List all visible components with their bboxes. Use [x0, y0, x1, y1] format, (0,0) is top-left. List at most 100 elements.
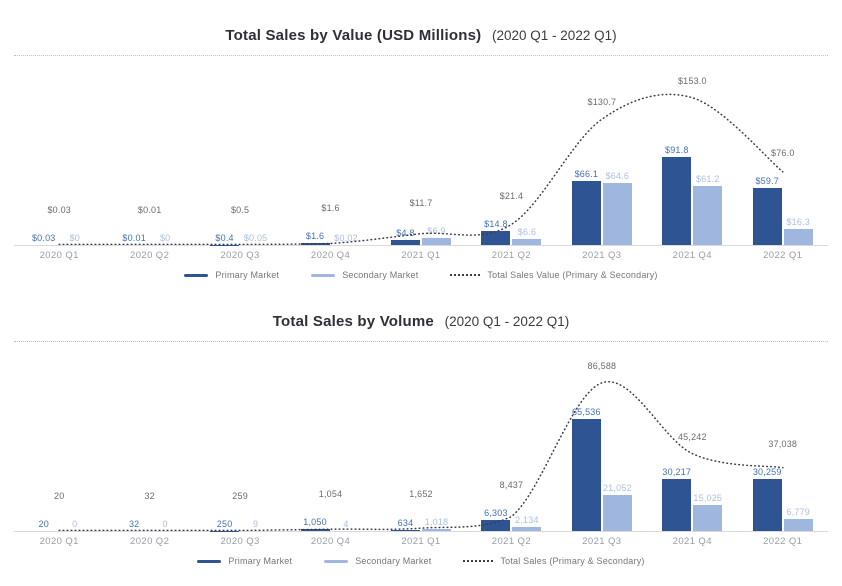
x-axis-label: 2020 Q4: [310, 250, 351, 261]
x-axis-label: 2021 Q3: [582, 250, 622, 261]
total-value-label: $11.7: [409, 198, 433, 209]
x-axis-label: 2020 Q4: [310, 536, 351, 547]
bar-group: 30,259 6,779: [738, 342, 828, 531]
value-chart-x-axis: 2020 Q1 2020 Q2 2020 Q3 2020 Q4 2021 Q1 2021 …: [14, 250, 828, 261]
total-value-label: 259: [232, 490, 248, 501]
primary-market-bar: $1.6: [300, 231, 330, 245]
x-axis-label: 2020 Q2: [130, 250, 170, 261]
primary-market-bar: 634: [390, 518, 420, 531]
primary-market-bar: $4.8: [390, 228, 420, 245]
primary-market-value-label: 250: [216, 518, 233, 529]
dotted-line-swatch: [450, 274, 481, 276]
secondary-market-value-label: 0: [162, 519, 168, 529]
total-value-label: 8,437: [499, 480, 524, 491]
primary-market-bar: $14.8: [481, 219, 511, 245]
x-axis-label: 2020 Q3: [220, 250, 260, 261]
primary-market-value-label: 6,303: [484, 508, 508, 519]
x-axis-label: 2021 Q3: [582, 536, 622, 547]
bar-group: $4.8 $6.9: [376, 56, 466, 245]
legend-item: Secondary Market: [311, 270, 418, 280]
primary-market-bar: $66.1: [571, 169, 601, 245]
secondary-market-value-label: 1,018: [424, 517, 449, 528]
primary-market-value-label: $14.8: [484, 218, 508, 229]
secondary-market-bar: $16.3: [783, 217, 813, 245]
x-axis-label: 2022 Q1: [763, 536, 803, 547]
primary-market-bar: $91.8: [662, 145, 692, 245]
value-chart-title-range: (2020 Q1 - 2022 Q1): [492, 28, 617, 43]
x-axis-label: 2020 Q1: [39, 250, 79, 261]
secondary-market-value-label: 2,134: [515, 515, 539, 526]
secondary-market-value-label: $0.05: [243, 232, 268, 243]
secondary-market-value-label: $16.3: [786, 217, 810, 228]
x-axis-label: 2021 Q2: [491, 250, 532, 261]
secondary-market-bar: $64.6: [602, 171, 632, 245]
legend-label: Primary Market: [228, 556, 293, 566]
total-value-label: $76.0: [771, 147, 795, 158]
value-chart-title: Total Sales by Value (USD Millions) (202…: [14, 22, 828, 47]
primary-market-value-label: $91.8: [665, 144, 689, 155]
value-chart-title-main: Total Sales by Value (USD Millions): [225, 27, 482, 44]
secondary-market-swatch: [311, 273, 336, 277]
secondary-market-value-label: 6,779: [786, 507, 810, 518]
secondary-market-value-label: $0.02: [334, 232, 358, 243]
primary-market-value-label: $1.6: [305, 231, 325, 242]
primary-market-value-label: $4.8: [396, 228, 415, 239]
volume-chart-x-axis: 2020 Q1 2020 Q2 2020 Q3 2020 Q4 2021 Q1 2021 …: [14, 536, 828, 547]
secondary-market-value-label: 15,025: [693, 493, 723, 504]
primary-market-swatch: [197, 559, 222, 563]
secondary-market-value-label: $61.2: [696, 174, 720, 185]
bar-group: $14.8 $6.6: [466, 56, 556, 245]
x-axis-label: 2021 Q4: [672, 250, 712, 261]
secondary-market-value-label: 4: [343, 519, 349, 529]
secondary-market-value-label: $6.6: [517, 226, 537, 237]
x-axis-label: 2021 Q4: [672, 536, 712, 547]
secondary-market-bar: 1,018: [421, 517, 451, 531]
bar-group: $0.4 $0.05: [195, 56, 285, 245]
value-chart-legend: Primary Market Secondary Market Total Sale…: [14, 270, 828, 280]
dotted-separator: [14, 55, 828, 56]
value-chart-section: Total Sales by Value (USD Millions) (202…: [0, 0, 842, 280]
total-value-label: $1.6: [321, 203, 340, 214]
total-value-label: 86,588: [587, 360, 617, 371]
volume-chart-title-range: (2020 Q1 - 2022 Q1): [444, 314, 570, 329]
total-value-label: 20: [54, 490, 65, 501]
volume-chart-legend: Primary Market Secondary Market Total Sale…: [14, 556, 828, 566]
total-value-label: $0.03: [47, 204, 71, 215]
primary-market-bar: 30,217: [662, 467, 692, 531]
legend-item: Total Sales Value (Primary & Secondary): [450, 270, 657, 280]
primary-market-value-label: $59.7: [755, 175, 779, 186]
volume-chart-section: Total Sales by Volume (2020 Q1 - 2022 Q1…: [0, 308, 842, 566]
volume-chart-title-main: Total Sales by Volume: [272, 313, 434, 330]
secondary-market-value-label: 0: [72, 519, 78, 529]
x-axis-label: 2021 Q2: [491, 536, 532, 547]
secondary-market-bar: $61.2: [693, 174, 723, 245]
total-value-label: $0.01: [137, 205, 162, 215]
secondary-market-value-label: $0: [69, 233, 80, 243]
total-value-label: 45,242: [677, 431, 707, 442]
primary-market-bar: 1,050: [300, 517, 330, 531]
bar-group: 634 1,018: [376, 342, 466, 531]
total-value-label: 32: [144, 490, 155, 501]
primary-market-value-label: 30,259: [752, 467, 782, 478]
legend-item: Primary Market: [184, 270, 279, 280]
x-axis-label: 2020 Q1: [39, 536, 79, 547]
legend-label: Secondary Market: [342, 270, 419, 280]
legend-item: Secondary Market: [324, 556, 431, 566]
dotted-line-swatch: [463, 560, 494, 562]
secondary-market-bar: 21,052: [602, 483, 632, 531]
primary-market-value-label: 32: [128, 518, 140, 529]
bar-group: 1,050 4: [285, 342, 375, 531]
primary-market-value-label: 1,050: [303, 517, 327, 528]
legend-label: Secondary Market: [355, 556, 432, 566]
dotted-separator: [14, 341, 828, 342]
legend-item: Primary Market: [197, 556, 292, 566]
primary-market-value-label: 30,217: [662, 467, 692, 478]
total-value-label: $0.5: [230, 204, 250, 215]
primary-market-value-label: 65,536: [571, 406, 601, 417]
secondary-market-bar: $6.9: [421, 226, 451, 245]
secondary-market-value-label: $0: [159, 233, 171, 243]
primary-market-value-label: 634: [397, 517, 414, 528]
secondary-market-bar: 15,025: [693, 493, 723, 531]
primary-market-bar: 30,259: [752, 467, 782, 531]
secondary-market-value-label: 9: [252, 519, 259, 529]
